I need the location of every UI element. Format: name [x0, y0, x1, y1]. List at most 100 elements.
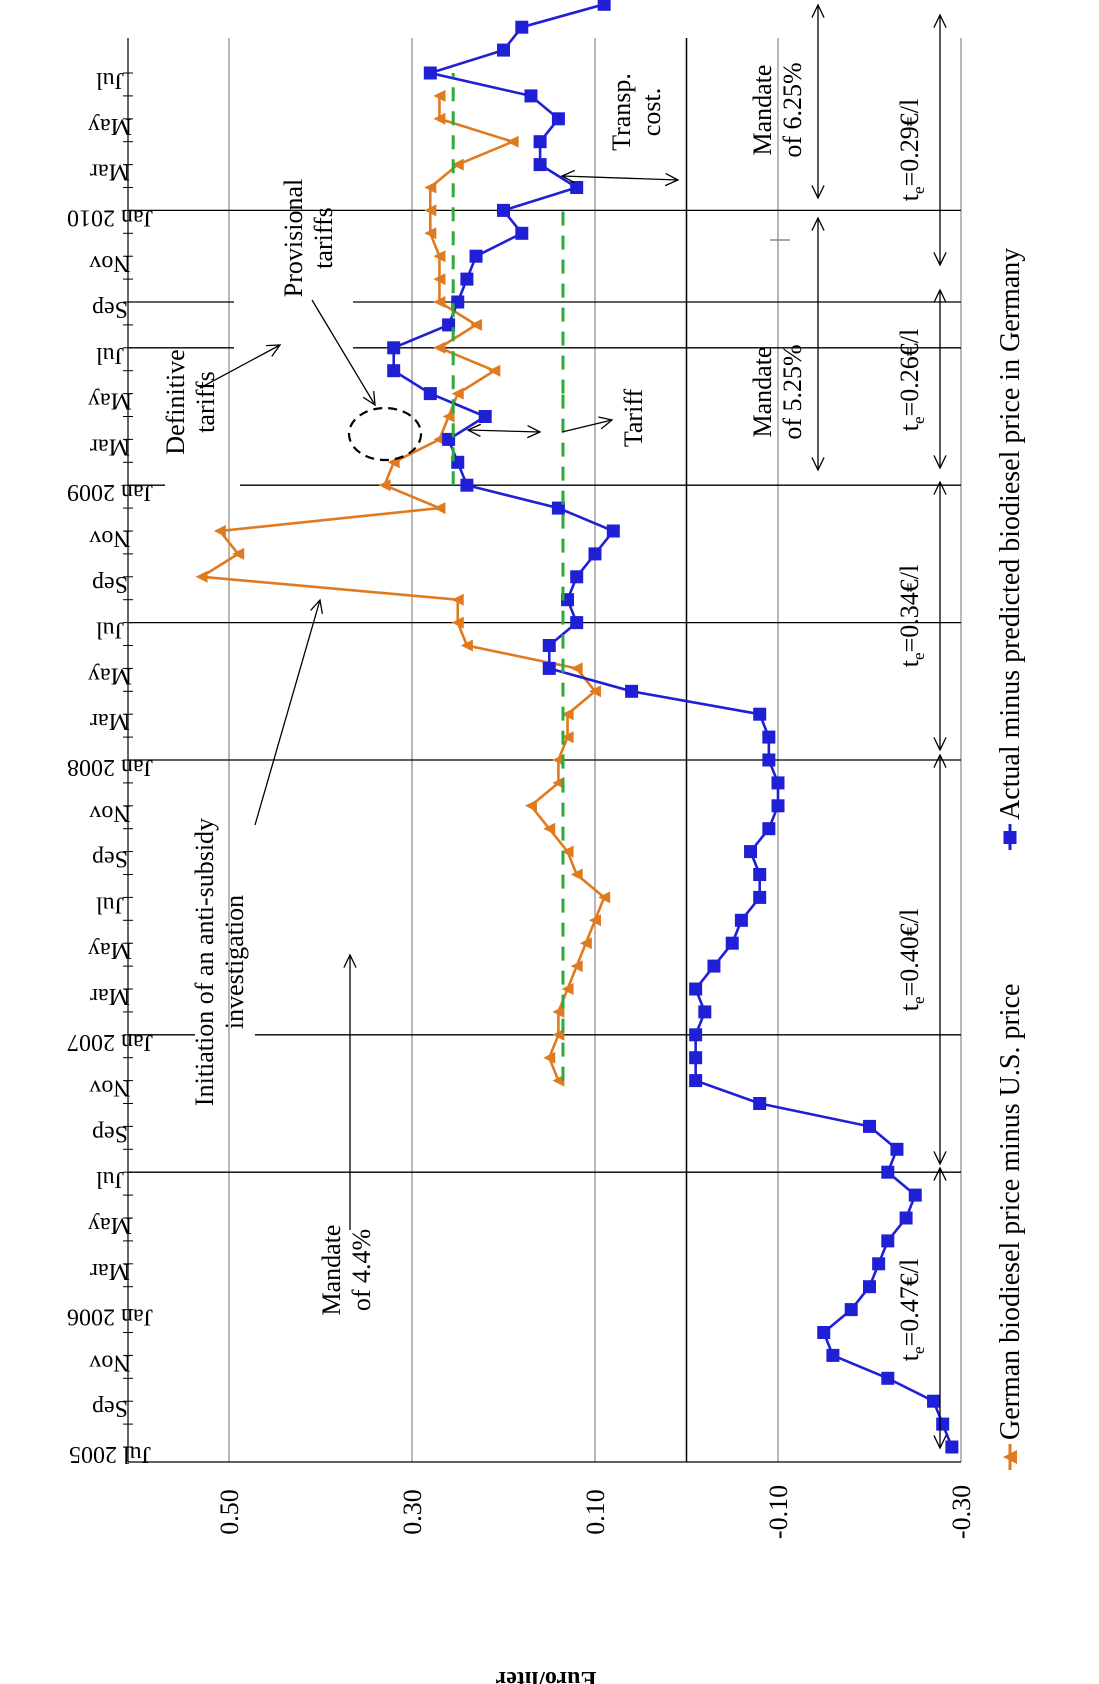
x-tick-label: Sep: [92, 296, 128, 322]
arrow-head: [933, 288, 947, 303]
arrow-head: [310, 598, 323, 614]
data-point: [588, 547, 602, 561]
arrow-head: [811, 3, 825, 18]
annotation-text: tariffs: [309, 207, 338, 269]
annotation-text: Mandate: [317, 1225, 346, 1316]
y-tick-label: -0.10: [764, 1485, 793, 1539]
annotation-text: of 4.4%: [347, 1229, 376, 1311]
data-point: [552, 776, 565, 789]
data-point: [753, 890, 767, 904]
arrow-head: [933, 480, 947, 495]
data-point: [753, 868, 767, 881]
x-tick-label: Nov: [89, 1075, 130, 1101]
x-tick-label: Jan 2009: [67, 479, 153, 505]
data-point: [589, 914, 601, 927]
data-point: [424, 227, 437, 240]
legend-label: German biodiesel price minus U.S. price: [995, 984, 1026, 1440]
data-point: [725, 936, 739, 950]
x-tick-label: Nov: [89, 250, 130, 276]
data-point: [753, 707, 767, 721]
data-point: [460, 478, 474, 492]
data-point: [552, 1005, 565, 1018]
x-tick-label: Jan 2008: [67, 754, 153, 780]
annotation-arrow: [254, 599, 321, 826]
data-point: [689, 1051, 703, 1065]
data-point: [213, 525, 226, 537]
data-point: [451, 616, 464, 629]
arrow-head: [933, 1166, 947, 1181]
data-point: [423, 66, 437, 80]
data-point: [762, 822, 776, 836]
event-lines: [128, 209, 961, 1173]
data-point: [433, 273, 446, 286]
data-point: [689, 1028, 703, 1042]
x-tick-label: Nov: [89, 800, 130, 826]
transport-arrow: [561, 175, 679, 181]
annotation-text: investigation: [220, 895, 249, 1029]
data-point: [506, 135, 519, 148]
data-point: [826, 1348, 840, 1362]
data-point: [195, 570, 208, 583]
data-point: [451, 593, 464, 606]
data-point: [863, 1119, 876, 1133]
x-tick-label: May: [88, 662, 132, 688]
data-point: [762, 730, 776, 744]
annotation-text: cost.: [637, 88, 666, 136]
data-point: [543, 1051, 556, 1064]
data-point: [497, 203, 510, 217]
grid-lines: [228, 38, 962, 1462]
data-point: [524, 799, 537, 812]
data-point: [424, 181, 437, 194]
y-axis-title: Euro/liter: [495, 1666, 596, 1684]
annotation-text: Transp.: [607, 73, 636, 151]
data-point: [881, 1165, 895, 1179]
data-point: [552, 1028, 565, 1041]
highlight-ellipse: [347, 406, 423, 462]
arrow-head: [933, 1435, 947, 1450]
data-point: [378, 479, 391, 492]
arrow-head: [343, 953, 357, 968]
data-point: [424, 204, 437, 217]
data-point: [561, 708, 574, 721]
tariff-arrow: [467, 429, 541, 433]
annotation-text: of 5.25%: [778, 344, 807, 439]
y-tick-label: 0.10: [581, 1489, 610, 1535]
data-point: [899, 1211, 913, 1225]
data-point: [734, 913, 748, 927]
te-label: te=0.26€/l: [895, 329, 928, 431]
data-point: [606, 524, 620, 538]
data-point: [771, 799, 785, 813]
data-point: [936, 1417, 950, 1431]
data-point: [570, 868, 583, 881]
data-point: [698, 1005, 712, 1019]
data-point: [478, 410, 492, 423]
annotation-text: Mandate: [748, 65, 777, 156]
arrow-head: [933, 455, 947, 470]
data-point: [753, 1097, 767, 1110]
data-point: [543, 822, 556, 835]
arrow-head: [933, 252, 947, 267]
data-point: [598, 891, 611, 904]
data-point: [515, 20, 529, 34]
arrow-head: [933, 13, 947, 28]
legend-marker: [1003, 831, 1017, 844]
data-point: [533, 135, 547, 149]
data-point: [945, 1440, 959, 1454]
data-point: [817, 1326, 831, 1339]
legend-marker: [1003, 1450, 1017, 1464]
arrow-head: [933, 737, 947, 752]
x-tick-label: Jan 2007: [67, 1029, 153, 1055]
data-point: [881, 1371, 895, 1385]
x-tick-label: Mar: [90, 983, 130, 1009]
te-label: te=0.40€/l: [895, 909, 928, 1011]
arrow-head: [933, 753, 947, 768]
arrow-head: [664, 172, 680, 187]
data-point: [844, 1303, 858, 1317]
data-point: [433, 89, 446, 102]
arrow-head: [560, 169, 576, 184]
data-point: [689, 982, 703, 996]
data-point: [890, 1142, 904, 1156]
legend: German biodiesel price minus U.S. price A…: [995, 248, 1026, 1470]
annotation-text: of 6.25%: [778, 62, 807, 157]
data-point: [387, 364, 401, 378]
